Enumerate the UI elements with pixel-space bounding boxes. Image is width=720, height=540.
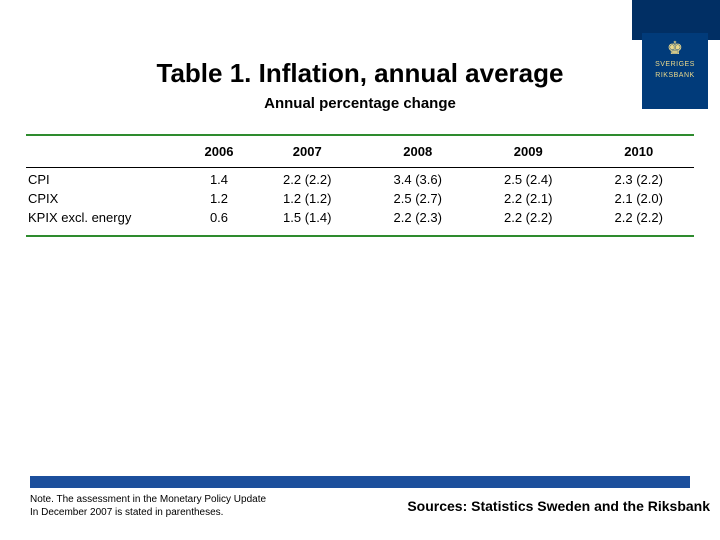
cell: 1.4: [186, 170, 252, 189]
cell: 2.2 (2.1): [473, 189, 583, 208]
col-2006: 2006: [186, 136, 252, 165]
page-subtitle: Annual percentage change: [0, 95, 720, 112]
cell: 2.2 (2.2): [252, 170, 362, 189]
slide: ♚ SVERIGES RIKSBANK Table 1. Inflation, …: [0, 0, 720, 540]
col-2008: 2008: [362, 136, 472, 165]
row-label-kpix: KPIX excl. energy: [26, 208, 186, 227]
col-2007: 2007: [252, 136, 362, 165]
footnote: Note. The assessment in the Monetary Pol…: [30, 494, 330, 519]
cell: 2.5 (2.7): [362, 189, 472, 208]
footnote-line2: In December 2007 is stated in parenthese…: [30, 507, 223, 518]
cell: 2.2 (2.2): [473, 208, 583, 227]
header-bar: [0, 0, 720, 40]
cell: 2.2 (2.2): [583, 208, 694, 227]
cell: 2.3 (2.2): [583, 170, 694, 189]
row-label-cpix: CPIX: [26, 189, 186, 208]
cell: 3.4 (3.6): [362, 170, 472, 189]
footer-bar: [30, 476, 690, 488]
cell: 2.5 (2.4): [473, 170, 583, 189]
cell: 1.2 (1.2): [252, 189, 362, 208]
sources-text: Sources: Statistics Sweden and the Riksb…: [407, 498, 710, 514]
inflation-table: 2006 2007 2008 2009 2010 CPI 1.4 2.2 (2.…: [26, 134, 694, 239]
table-header-rule: [26, 167, 694, 168]
page-title: Table 1. Inflation, annual average: [0, 58, 720, 89]
col-2010: 2010: [583, 136, 694, 165]
table-bottom-rule: [26, 235, 694, 237]
col-2009: 2009: [473, 136, 583, 165]
cell: 2.2 (2.3): [362, 208, 472, 227]
cell: 2.1 (2.0): [583, 189, 694, 208]
table-row: KPIX excl. energy 0.6 1.5 (1.4) 2.2 (2.3…: [26, 208, 694, 227]
cell: 1.2: [186, 189, 252, 208]
logo-crown-icon: ♚: [667, 39, 683, 57]
footnote-line1: Note. The assessment in the Monetary Pol…: [30, 494, 266, 505]
cell: 1.5 (1.4): [252, 208, 362, 227]
table-row: CPI 1.4 2.2 (2.2) 3.4 (3.6) 2.5 (2.4) 2.…: [26, 170, 694, 189]
table-header-row: 2006 2007 2008 2009 2010: [26, 136, 694, 165]
cell: 0.6: [186, 208, 252, 227]
row-label-cpi: CPI: [26, 170, 186, 189]
table-row: CPIX 1.2 1.2 (1.2) 2.5 (2.7) 2.2 (2.1) 2…: [26, 189, 694, 208]
